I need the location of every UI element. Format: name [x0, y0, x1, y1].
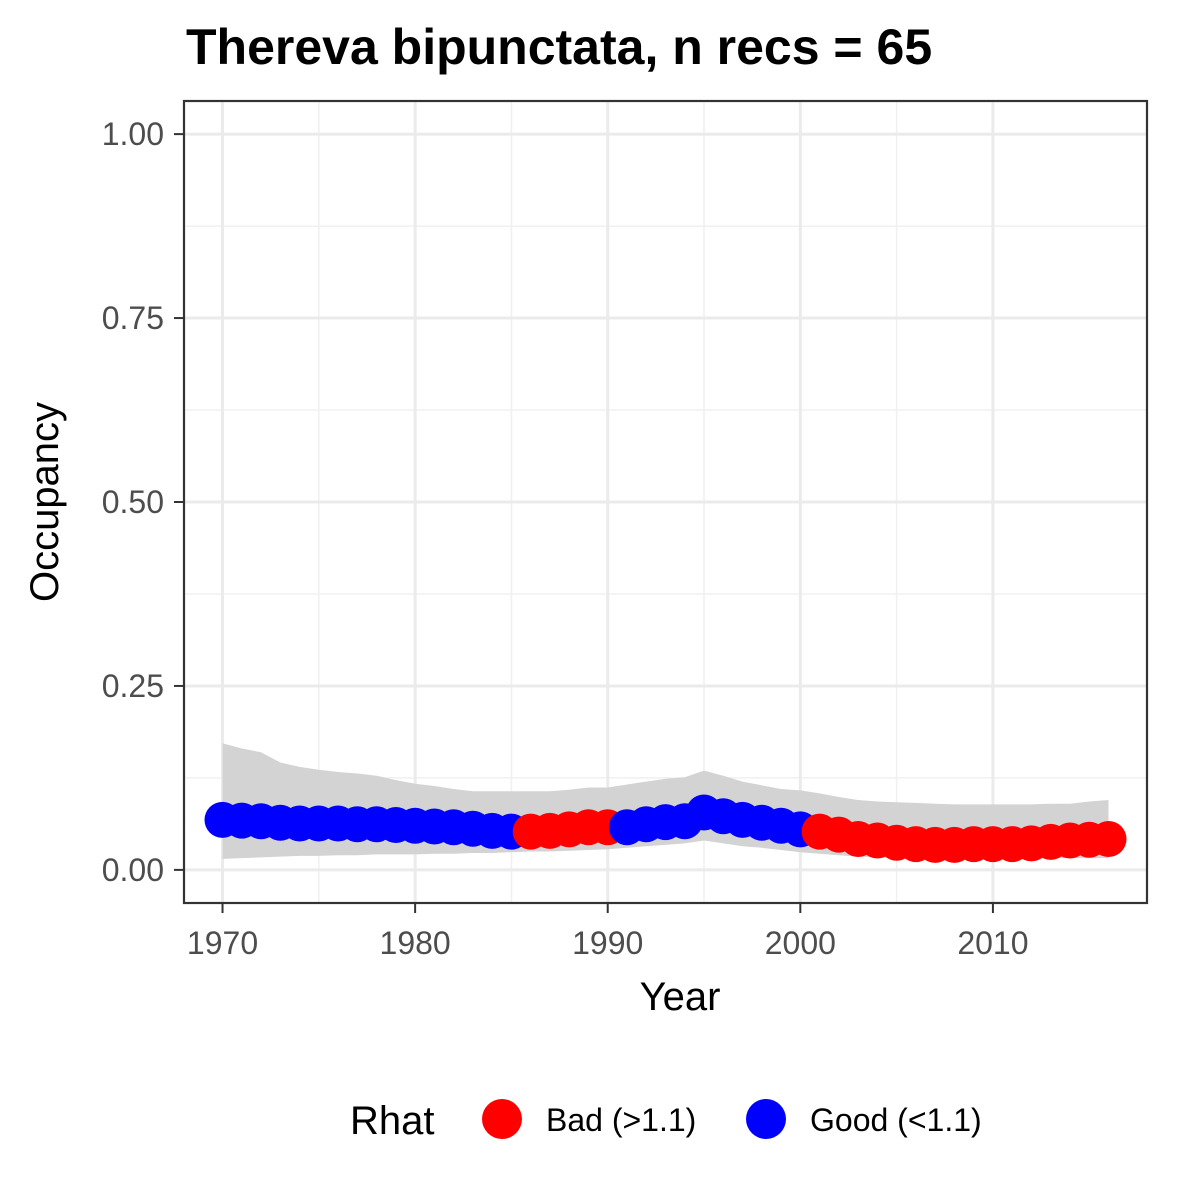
x-axis-title: Year: [640, 975, 721, 1019]
legend-key-bad: [482, 1099, 522, 1139]
y-tick-label: 0.75: [102, 300, 164, 336]
data-point-2016: [1090, 821, 1127, 857]
x-tick-label: 2010: [957, 925, 1028, 961]
grid-lines: [184, 101, 1147, 903]
chart-title: Thereva bipunctata, n recs = 65: [186, 19, 932, 75]
y-tick-label: 0.00: [102, 852, 164, 888]
legend-label-good: Good (<1.1): [810, 1102, 982, 1138]
x-tick-label: 1970: [187, 925, 258, 961]
x-tick-label: 1990: [572, 925, 643, 961]
x-axis: 1970 1980 1990 2000 2010: [187, 903, 1029, 961]
y-axis: 0.00 0.25 0.50 0.75 1.00: [102, 116, 184, 888]
legend-label-bad: Bad (>1.1): [546, 1102, 696, 1138]
x-tick-label: 2000: [765, 925, 836, 961]
legend: Rhat Bad (>1.1) Good (<1.1): [350, 1099, 982, 1143]
x-tick-label: 1980: [380, 925, 451, 961]
y-tick-label: 0.25: [102, 668, 164, 704]
legend-key-good: [746, 1099, 786, 1139]
y-axis-title: Occupancy: [23, 402, 67, 602]
y-tick-label: 0.50: [102, 484, 164, 520]
data-points: [204, 794, 1127, 863]
y-tick-label: 1.00: [102, 116, 164, 152]
legend-title: Rhat: [350, 1099, 435, 1143]
